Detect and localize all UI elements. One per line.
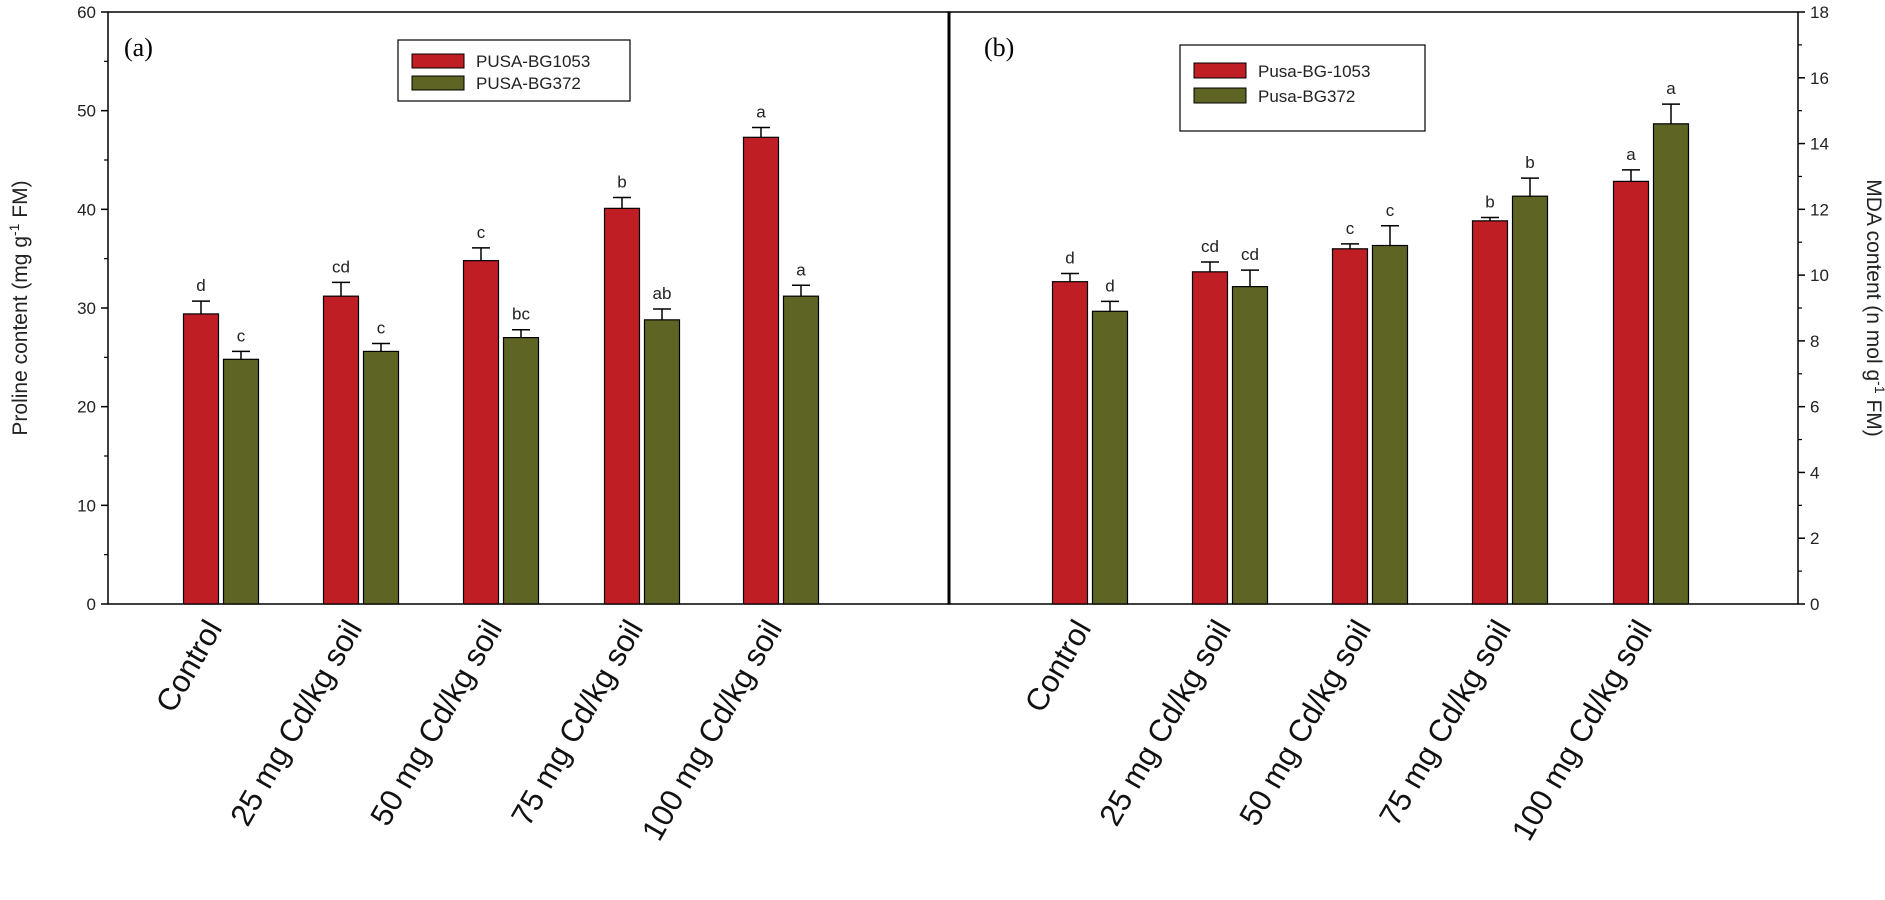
- sig-letter-b-s1-c3: c: [1346, 219, 1355, 238]
- bar-a-s2-c2: [362, 350, 400, 605]
- category-label-b-4: 75 mg Cd/kg soil: [1372, 614, 1518, 831]
- category-label-a-1: Control: [149, 614, 229, 718]
- panel-b-ytick-label: 10: [1810, 266, 1829, 285]
- panel-b-ytick-label: 2: [1810, 529, 1819, 548]
- sig-letter-b-s2-c4: b: [1525, 153, 1534, 172]
- bar-b-s1-c4: [1471, 220, 1509, 605]
- sig-letter-b-s2-c5: a: [1666, 79, 1676, 98]
- sig-letter-b-s1-c2: cd: [1201, 237, 1219, 256]
- category-label-b-3: 50 mg Cd/kg soil: [1232, 614, 1378, 831]
- legend-a-label-1: PUSA-BG1053: [476, 52, 590, 71]
- panel-b-ylabel-main: MDA content (n mol g: [1862, 179, 1885, 381]
- bar-b-s1-c1: [1051, 281, 1089, 605]
- bar-a-s2-c3: [502, 337, 540, 605]
- category-label-b-5: 100 mg Cd/kg soil: [1505, 614, 1659, 846]
- panel-a-ytick-label: 30: [77, 299, 96, 318]
- legend-b-swatch-1: [1193, 62, 1247, 79]
- sig-letter-a-s1-c4: b: [617, 172, 626, 191]
- category-label-a-4: 75 mg Cd/kg soil: [504, 614, 650, 831]
- panel-a-ytick-label: 60: [77, 3, 96, 22]
- sig-letter-a-s1-c3: c: [477, 223, 486, 242]
- bar-b-s1-c2: [1191, 271, 1229, 605]
- panel-b-ylabel-sup: -1: [1872, 381, 1885, 394]
- panel-b-label: (b): [984, 33, 1014, 62]
- sig-letter-b-s2-c2: cd: [1241, 245, 1259, 264]
- bar-a-s2-c5: [782, 295, 820, 605]
- panel-a-ytick-label: 50: [77, 102, 96, 121]
- panel-b-ytick-label: 4: [1810, 463, 1819, 482]
- panel-a-ylabel-sup: -1: [6, 223, 22, 236]
- sig-letter-b-s1-c4: b: [1485, 193, 1494, 212]
- panel-b-bars: d cd c b a d cd c b a: [1051, 79, 1690, 605]
- bar-a-s1-c3: [462, 260, 500, 605]
- panel-b-ytick-label: 18: [1810, 3, 1829, 22]
- panel-a-bars: d cd c b a c c bc ab a: [182, 102, 820, 605]
- panel-b: (b) Pusa-BG-1053 Pusa-BG372 MDA content …: [947, 3, 1885, 846]
- bar-b-s2-c4: [1511, 195, 1549, 605]
- legend-b-box: [1179, 44, 1426, 132]
- legend-b-swatch-2: [1193, 87, 1247, 104]
- legend-a-swatch-2: [411, 75, 465, 91]
- panel-b-ylabel-tail: FM): [1862, 394, 1885, 437]
- panel-b-ytick-label: 6: [1810, 398, 1819, 417]
- bar-b-s1-c5: [1612, 180, 1650, 605]
- legend-a-swatch-1: [411, 53, 465, 69]
- panel-b-ylabel: MDA content (n mol g-1 FM): [1862, 179, 1885, 437]
- sig-letter-a-s2-c5: a: [796, 260, 806, 279]
- legend-a-label-2: PUSA-BG372: [476, 74, 581, 93]
- bar-a-s1-c2: [322, 295, 360, 605]
- sig-letter-a-s1-c1: d: [196, 276, 205, 295]
- sig-letter-a-s2-c1: c: [237, 326, 246, 345]
- legend-a-box: [397, 39, 631, 102]
- bar-b-s2-c5: [1652, 123, 1690, 605]
- sig-letter-a-s2-c3: bc: [512, 305, 530, 324]
- panel-a-ytick-label: 40: [77, 200, 96, 219]
- bar-a-s2-c1: [222, 358, 260, 605]
- sig-letter-b-s2-c1: d: [1105, 276, 1114, 295]
- panel-b-ytick-label: 14: [1810, 135, 1829, 154]
- panel-b-y-axis: 0 2 4 6 8 10 12 14 16 18: [1798, 3, 1829, 614]
- panel-a-legend: PUSA-BG1053 PUSA-BG372: [397, 39, 631, 102]
- bar-b-s2-c3: [1371, 244, 1409, 605]
- legend-b-label-1: Pusa-BG-1053: [1258, 62, 1370, 81]
- panel-a-ytick-label: 10: [77, 496, 96, 515]
- sig-letter-a-s2-c2: c: [377, 319, 386, 338]
- panel-a-label: (a): [124, 33, 153, 62]
- legend-b-label-2: Pusa-BG372: [1258, 87, 1355, 106]
- panel-a-ytick-label: 20: [77, 398, 96, 417]
- sig-letter-b-s1-c5: a: [1626, 145, 1636, 164]
- panel-a-y-axis: 0 10 20 30 40 50 60: [77, 3, 108, 614]
- sig-letter-a-s2-c4: ab: [653, 284, 672, 303]
- panel-b-ytick-label: 12: [1810, 200, 1829, 219]
- sig-letter-a-s1-c2: cd: [332, 257, 350, 276]
- sig-letter-b-s1-c1: d: [1065, 248, 1074, 267]
- panel-a-ylabel: Proline content (mg g-1 FM): [6, 180, 32, 435]
- panel-b-ytick-label: 16: [1810, 69, 1829, 88]
- panel-b-ytick-label: 0: [1810, 595, 1819, 614]
- panel-b-legend: Pusa-BG-1053 Pusa-BG372: [1179, 44, 1426, 132]
- bar-a-s1-c5: [742, 136, 780, 605]
- bar-b-s2-c2: [1231, 286, 1269, 605]
- bar-a-s1-c4: [603, 207, 641, 605]
- bar-b-s2-c1: [1091, 310, 1129, 605]
- bar-b-s1-c3: [1331, 248, 1369, 605]
- panel-a-ylabel-tail: FM): [9, 180, 32, 223]
- category-label-a-2: 25 mg Cd/kg soil: [223, 614, 369, 831]
- panel-a: (a) PUSA-BG1053 PUSA-BG372 Proline conte…: [6, 3, 950, 846]
- panel-a-ytick-label: 0: [87, 595, 96, 614]
- category-label-a-5: 100 mg Cd/kg soil: [635, 614, 789, 846]
- panel-b-ytick-label: 8: [1810, 332, 1819, 351]
- category-label-b-2: 25 mg Cd/kg soil: [1092, 614, 1238, 831]
- sig-letter-a-s1-c5: a: [756, 102, 766, 121]
- category-label-b-1: Control: [1018, 614, 1098, 718]
- sig-letter-b-s2-c3: c: [1386, 201, 1395, 220]
- category-label-a-3: 50 mg Cd/kg soil: [363, 614, 509, 831]
- panel-a-ylabel-main: Proline content (mg g: [9, 236, 32, 436]
- bar-a-s2-c4: [643, 319, 681, 605]
- bar-a-s1-c1: [182, 313, 220, 605]
